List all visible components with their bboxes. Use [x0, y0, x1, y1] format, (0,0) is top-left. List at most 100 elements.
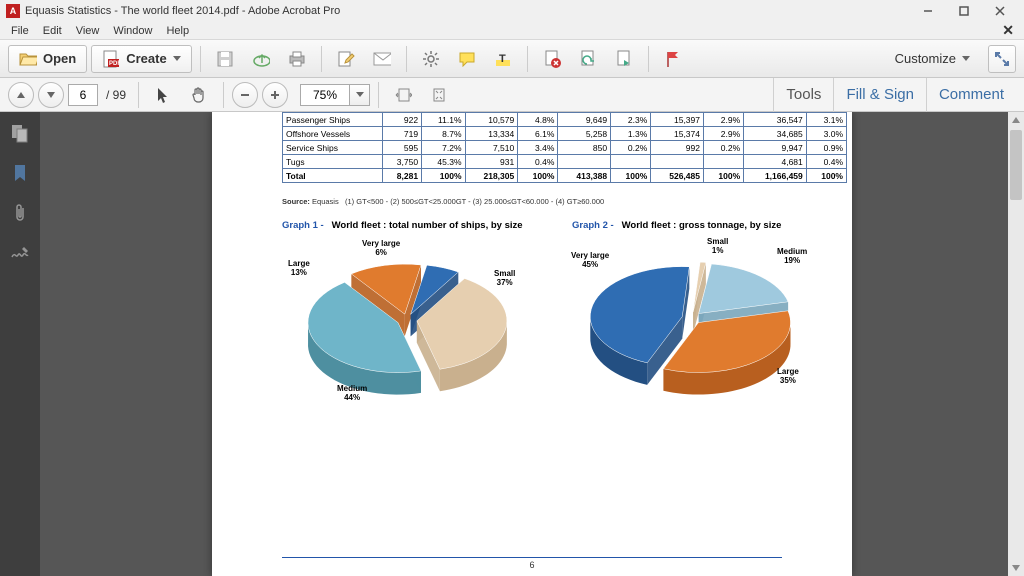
- maximize-button[interactable]: [946, 1, 982, 21]
- scrollbar-thumb[interactable]: [1010, 130, 1022, 200]
- cloud-upload-icon: [252, 50, 270, 68]
- highlight-button[interactable]: T: [487, 45, 519, 73]
- customize-button[interactable]: Customize: [887, 51, 978, 66]
- svg-text:PDF: PDF: [109, 61, 120, 67]
- attachments-button[interactable]: [9, 202, 31, 224]
- close-document-button[interactable]: ✕: [996, 22, 1020, 39]
- zoom-dropdown-button[interactable]: [350, 84, 370, 106]
- menu-view[interactable]: View: [69, 25, 107, 37]
- folder-open-icon: [19, 50, 37, 68]
- cloud-button[interactable]: [245, 45, 277, 73]
- text-highlight-icon: T: [494, 50, 512, 68]
- page-thumbnails-button[interactable]: [9, 122, 31, 144]
- graph1-title: Graph 1 - World fleet : total number of …: [282, 220, 523, 231]
- scroll-up-arrow[interactable]: [1008, 112, 1024, 128]
- gear-icon: [422, 50, 440, 68]
- email-button[interactable]: [366, 45, 398, 73]
- pdf-page: Passenger Ships92211.1%10,5794.8%9,6492.…: [212, 112, 852, 576]
- comment-panel-button[interactable]: Comment: [926, 78, 1016, 112]
- hand-tool-button[interactable]: [183, 81, 215, 109]
- toolbar-separator: [138, 82, 139, 108]
- navigation-sidebar: [0, 112, 40, 576]
- fit-width-button[interactable]: [387, 81, 419, 109]
- toolbar-separator: [648, 46, 649, 72]
- flag-icon: [664, 50, 682, 68]
- window-title: Equasis Statistics - The world fleet 201…: [25, 5, 910, 17]
- toolbar-separator: [406, 46, 407, 72]
- comment-bubble-button[interactable]: [451, 45, 483, 73]
- main-area: Passenger Ships92211.1%10,5794.8%9,6492.…: [0, 112, 1024, 576]
- zoom-input[interactable]: [300, 84, 350, 106]
- menu-window[interactable]: Window: [106, 25, 159, 37]
- toolbar-separator: [223, 82, 224, 108]
- toolbar-main: Open PDF Create T Customize: [0, 40, 1024, 78]
- page-forward-icon: [615, 50, 633, 68]
- page-arrow-icon: [579, 50, 597, 68]
- create-button[interactable]: PDF Create: [91, 45, 191, 73]
- fit-page-button[interactable]: [423, 81, 455, 109]
- page-number-input[interactable]: [68, 84, 98, 106]
- fleet-data-table: Passenger Ships92211.1%10,5794.8%9,6492.…: [282, 112, 847, 183]
- edit-pdf-button[interactable]: [330, 45, 362, 73]
- menu-file[interactable]: File: [4, 25, 36, 37]
- open-label: Open: [43, 51, 76, 66]
- chevron-down-icon: [173, 56, 181, 61]
- select-tool-button[interactable]: [147, 81, 179, 109]
- page-down-button[interactable]: [38, 82, 64, 108]
- vertical-scrollbar[interactable]: [1008, 112, 1024, 576]
- bookmarks-button[interactable]: [9, 162, 31, 184]
- minimize-button[interactable]: [910, 1, 946, 21]
- page-x-icon: [543, 50, 561, 68]
- tools-panel-button[interactable]: Tools: [773, 78, 833, 112]
- right-panel-tabs: Tools Fill & Sign Comment: [773, 78, 1016, 112]
- page-pencil-icon: [337, 50, 355, 68]
- settings-button[interactable]: [415, 45, 447, 73]
- graph2-title: Graph 2 - World fleet : gross tonnage, b…: [572, 220, 781, 231]
- fillsign-panel-button[interactable]: Fill & Sign: [833, 78, 926, 112]
- close-window-button[interactable]: [982, 1, 1018, 21]
- signatures-button[interactable]: [9, 242, 31, 264]
- toolbar-separator: [321, 46, 322, 72]
- save-button[interactable]: [209, 45, 241, 73]
- flag-button[interactable]: [657, 45, 689, 73]
- speech-bubble-icon: [458, 50, 476, 68]
- page-error-button[interactable]: [536, 45, 568, 73]
- cursor-icon: [154, 86, 172, 104]
- page-footer-number: 6: [282, 557, 782, 570]
- page-total-label: / 99: [102, 88, 130, 102]
- chevron-down-icon: [962, 56, 970, 61]
- svg-text:T: T: [499, 53, 506, 65]
- menu-bar: File Edit View Window Help ✕: [0, 22, 1024, 40]
- page-forward-button[interactable]: [608, 45, 640, 73]
- zoom-out-button[interactable]: [232, 82, 258, 108]
- toolbar-separator: [527, 46, 528, 72]
- create-label: Create: [126, 51, 166, 66]
- toolbar-navigation: / 99 Tools Fill & Sign Comment: [0, 78, 1024, 112]
- open-button[interactable]: Open: [8, 45, 87, 73]
- page-up-button[interactable]: [8, 82, 34, 108]
- chevron-down-icon: [356, 92, 364, 97]
- envelope-icon: [373, 50, 391, 68]
- floppy-disk-icon: [216, 50, 234, 68]
- zoom-in-button[interactable]: [262, 82, 288, 108]
- toolbar-separator: [378, 82, 379, 108]
- graph2-pie-chart: Small1%Medium19%Very large45%Large35%: [567, 240, 827, 430]
- window-titlebar: A Equasis Statistics - The world fleet 2…: [0, 0, 1024, 22]
- print-button[interactable]: [281, 45, 313, 73]
- table-source-note: Source: Equasis (1) GT<500 - (2) 500≤GT<…: [282, 197, 604, 206]
- menu-edit[interactable]: Edit: [36, 25, 69, 37]
- fit-width-icon: [394, 86, 412, 104]
- hand-icon: [190, 86, 208, 104]
- toolbar-separator: [200, 46, 201, 72]
- scroll-down-arrow[interactable]: [1008, 560, 1024, 576]
- fullscreen-button[interactable]: [988, 45, 1016, 73]
- menu-help[interactable]: Help: [159, 25, 196, 37]
- create-pdf-icon: PDF: [102, 50, 120, 68]
- document-viewport[interactable]: Passenger Ships92211.1%10,5794.8%9,6492.…: [40, 112, 1024, 576]
- graph1-pie-chart: Very large6%Small37%Large13%Medium44%: [282, 240, 542, 430]
- fit-page-icon: [430, 86, 448, 104]
- app-icon: A: [6, 4, 20, 18]
- expand-icon: [994, 51, 1010, 67]
- customize-label: Customize: [895, 51, 956, 66]
- page-refresh-button[interactable]: [572, 45, 604, 73]
